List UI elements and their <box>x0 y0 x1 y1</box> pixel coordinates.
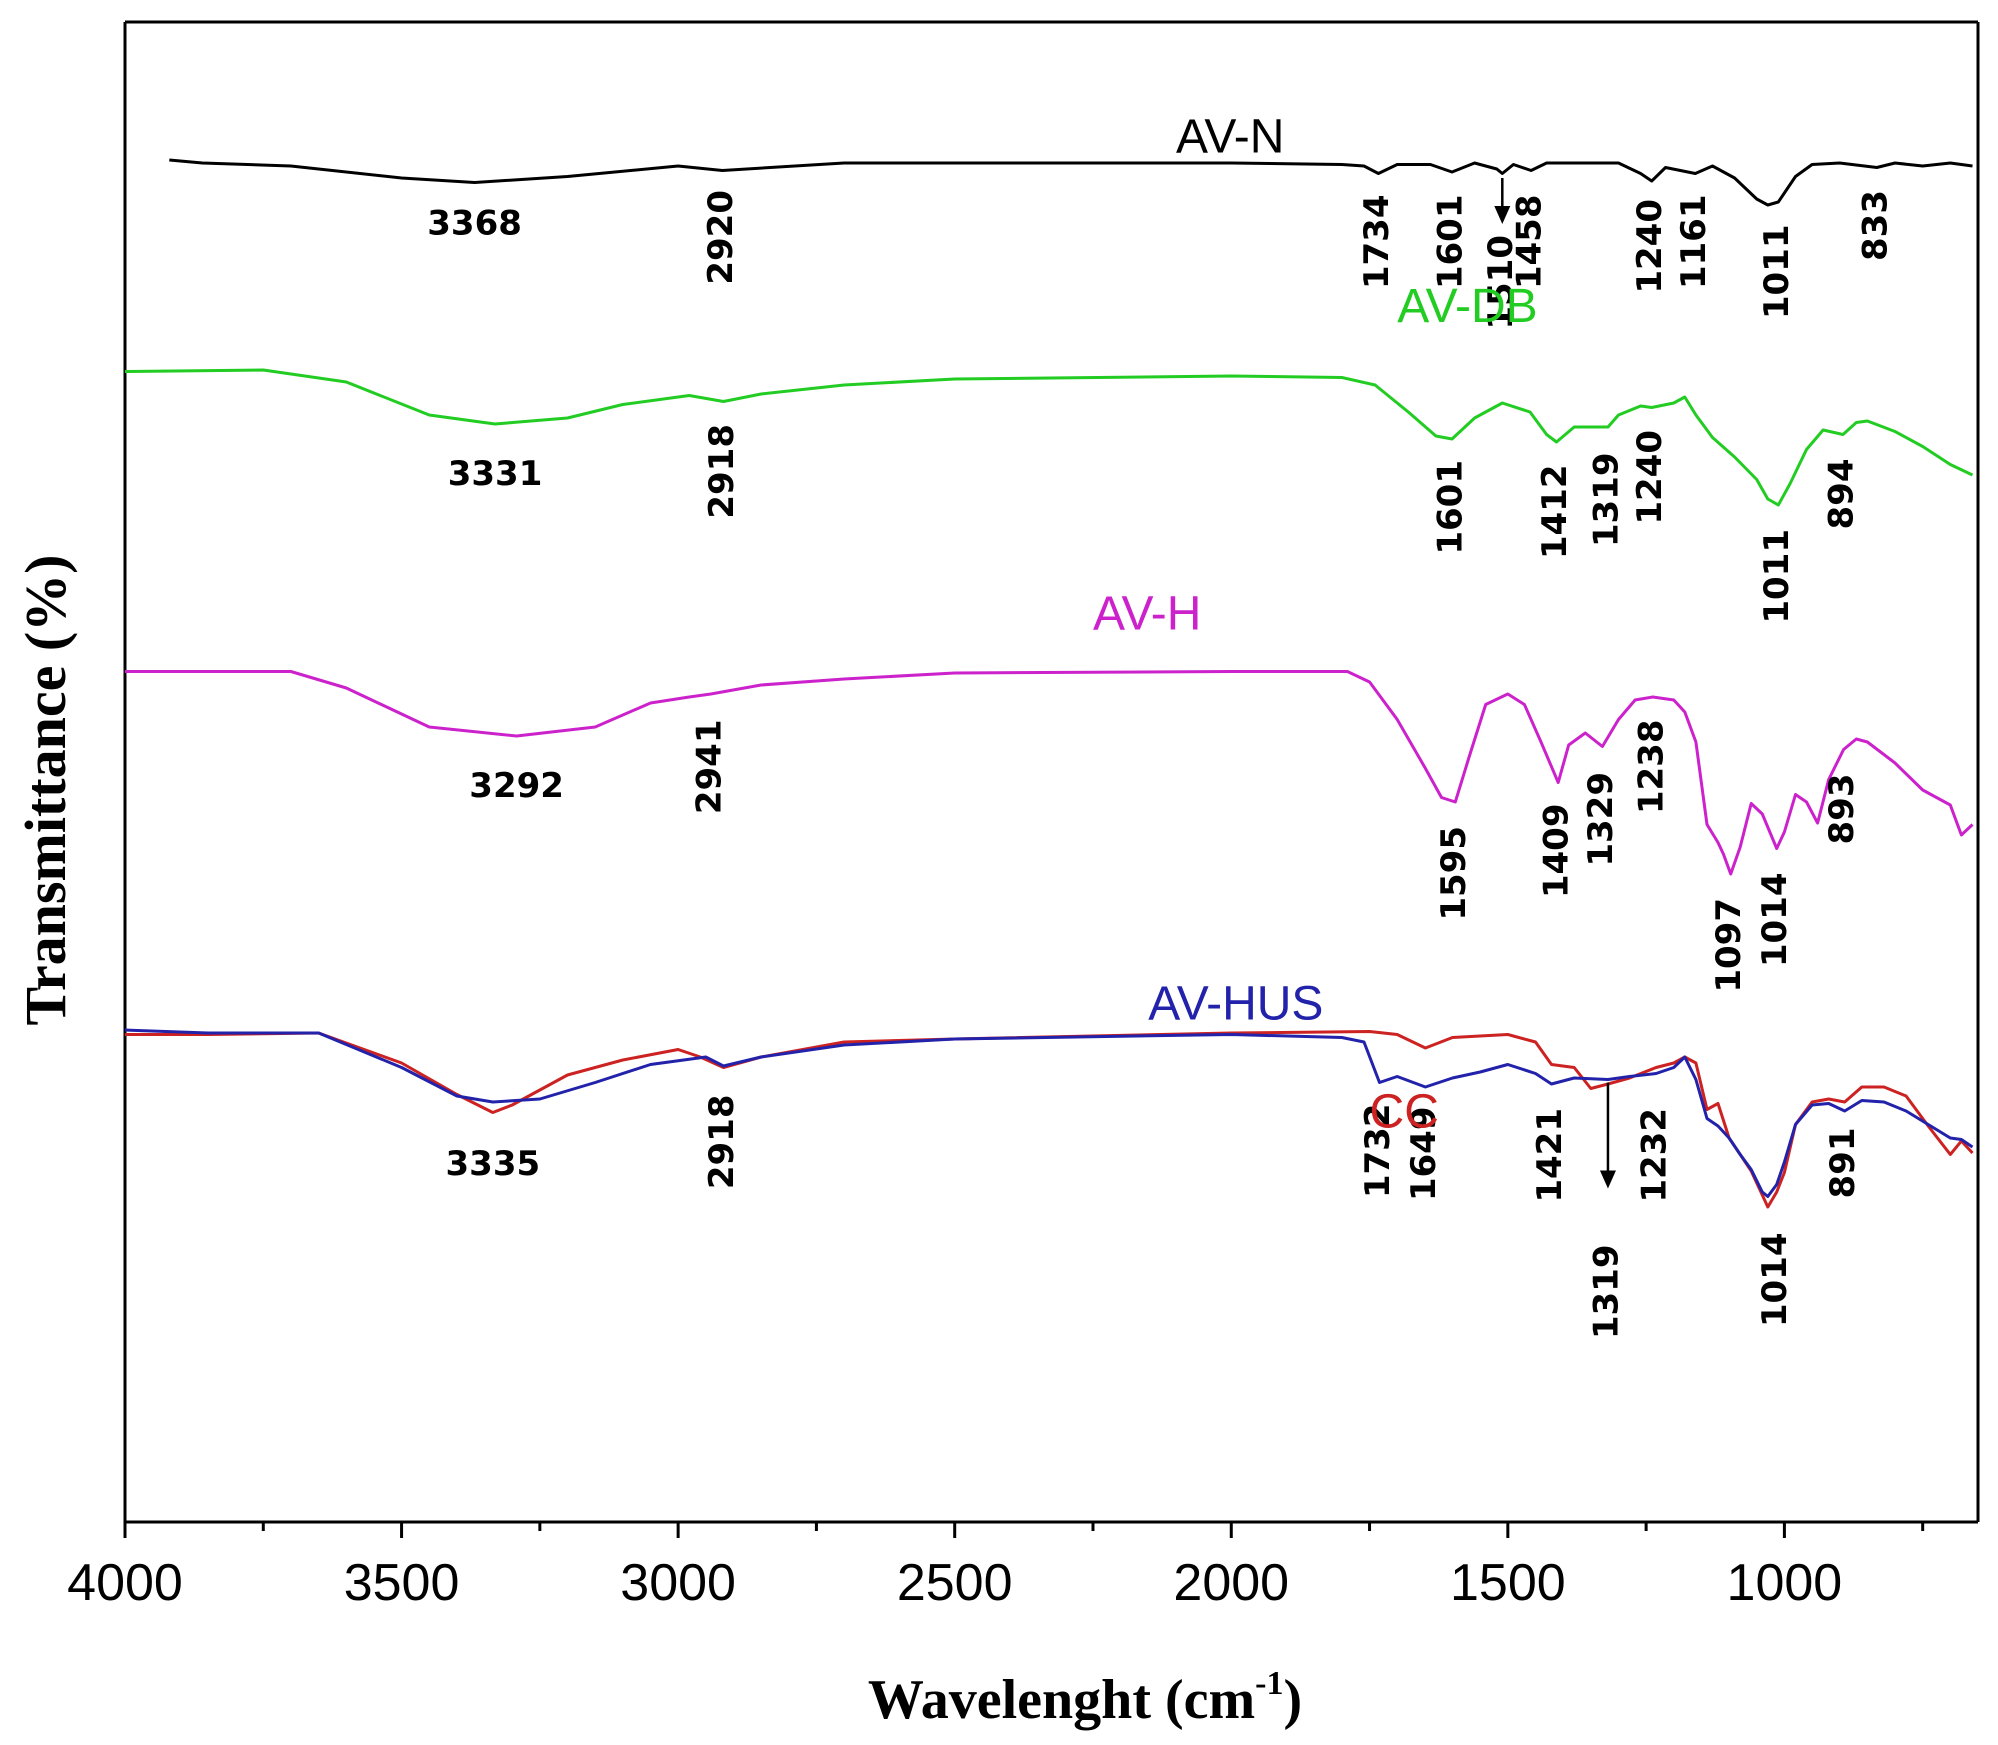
x-tick-label: 3000 <box>620 1554 736 1612</box>
peak-label: 2941 <box>689 720 729 815</box>
peak-label: 1014 <box>1755 873 1795 968</box>
peak-label: 1734 <box>1357 195 1397 290</box>
peak-label: 1412 <box>1535 465 1575 560</box>
series-label-av-n: AV-N <box>1176 111 1284 164</box>
series-layer <box>124 158 1974 1209</box>
series-line-av-hus <box>124 1028 1974 1198</box>
x-tick-label: 2500 <box>897 1554 1013 1612</box>
peak-label: 894 <box>1822 459 1862 530</box>
peak-label: 1649 <box>1404 1107 1444 1202</box>
peak-label: 1014 <box>1755 1233 1795 1328</box>
series-line-av-db <box>124 368 1974 507</box>
peak-label: 2918 <box>702 1095 742 1190</box>
peak-label: 3368 <box>427 203 522 243</box>
peak-label: 1011 <box>1757 225 1797 320</box>
peak-label: 833 <box>1855 190 1895 261</box>
peak-label: 1232 <box>1635 1108 1675 1203</box>
x-tick-label: 1000 <box>1727 1554 1843 1612</box>
x-tick-label: 1500 <box>1450 1554 1566 1612</box>
peak-label: 893 <box>1822 774 1862 845</box>
series-label-av-h: AV-H <box>1093 588 1201 641</box>
peak-label: 2920 <box>701 190 741 285</box>
arrow-head <box>1494 206 1511 224</box>
peak-label: 1329 <box>1581 772 1621 867</box>
peak-label: 3335 <box>446 1144 541 1184</box>
peak-label: 3331 <box>448 454 543 494</box>
peak-label: 1601 <box>1431 460 1471 555</box>
series-label-av-db: AV-DB <box>1397 280 1537 333</box>
arrow-head <box>1599 1170 1616 1189</box>
peak-label: 1161 <box>1674 195 1714 290</box>
peak-label: 2918 <box>702 424 742 519</box>
y-axis-title: Transmittance (%) <box>13 555 78 1026</box>
plot-frame <box>123 20 1980 1524</box>
peak-label: 1458 <box>1510 195 1550 290</box>
x-axis-title-main: Wavelenght (cm <box>868 1669 1255 1731</box>
x-tick-label: 4000 <box>67 1554 183 1612</box>
peak-label: 1011 <box>1757 529 1797 624</box>
peak-label: 1240 <box>1630 199 1670 294</box>
peak-label: 1595 <box>1434 826 1474 921</box>
x-axis-title-close: ) <box>1283 1669 1302 1731</box>
peak-label: 1238 <box>1631 720 1671 815</box>
peak-label: 1319 <box>1587 453 1627 548</box>
series-labels: AV-N AV-DB AV-H CC AV-HUS <box>1093 111 1538 1139</box>
peak-label: 1510 <box>1481 235 1521 330</box>
series-label-cc: CC <box>1370 1086 1439 1139</box>
x-axis-title: Wavelenght (cm-1) <box>868 1665 1302 1731</box>
peak-label: 1240 <box>1630 430 1670 525</box>
x-tick-label: 2000 <box>1173 1554 1289 1612</box>
arrow-layer <box>1494 178 1616 1189</box>
series-line-cc <box>125 1030 1974 1209</box>
peak-label: 1409 <box>1537 804 1577 899</box>
peak-label: 1601 <box>1431 195 1471 290</box>
x-axis-ticks: 4000 3500 3000 2500 2000 1500 1000 <box>67 1522 1925 1612</box>
series-line-av-h <box>125 670 1974 876</box>
x-tick-label: 3500 <box>344 1554 460 1612</box>
peak-label: 1097 <box>1709 898 1749 993</box>
series-line-av-n <box>169 158 1973 207</box>
x-axis-title-superscript: -1 <box>1255 1665 1283 1702</box>
series-label-av-hus: AV-HUS <box>1148 978 1323 1031</box>
peak-label: 891 <box>1823 1128 1863 1199</box>
peak-label: 3292 <box>469 766 564 806</box>
peak-label: 1421 <box>1530 1108 1570 1203</box>
peak-label: 1319 <box>1587 1245 1627 1340</box>
peak-label: 1732 <box>1358 1104 1398 1199</box>
